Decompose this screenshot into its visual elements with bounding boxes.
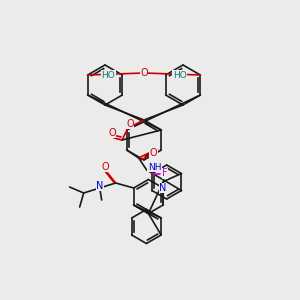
Text: O: O bbox=[140, 68, 148, 78]
Text: N: N bbox=[159, 183, 167, 193]
Text: O: O bbox=[108, 128, 116, 138]
Text: HO: HO bbox=[173, 70, 186, 80]
Text: F: F bbox=[162, 169, 168, 178]
Text: O: O bbox=[102, 162, 110, 172]
Text: NH: NH bbox=[148, 163, 161, 172]
Text: HO: HO bbox=[102, 70, 115, 80]
Text: O: O bbox=[150, 148, 158, 158]
Text: N: N bbox=[96, 181, 103, 191]
Text: O: O bbox=[126, 119, 134, 129]
